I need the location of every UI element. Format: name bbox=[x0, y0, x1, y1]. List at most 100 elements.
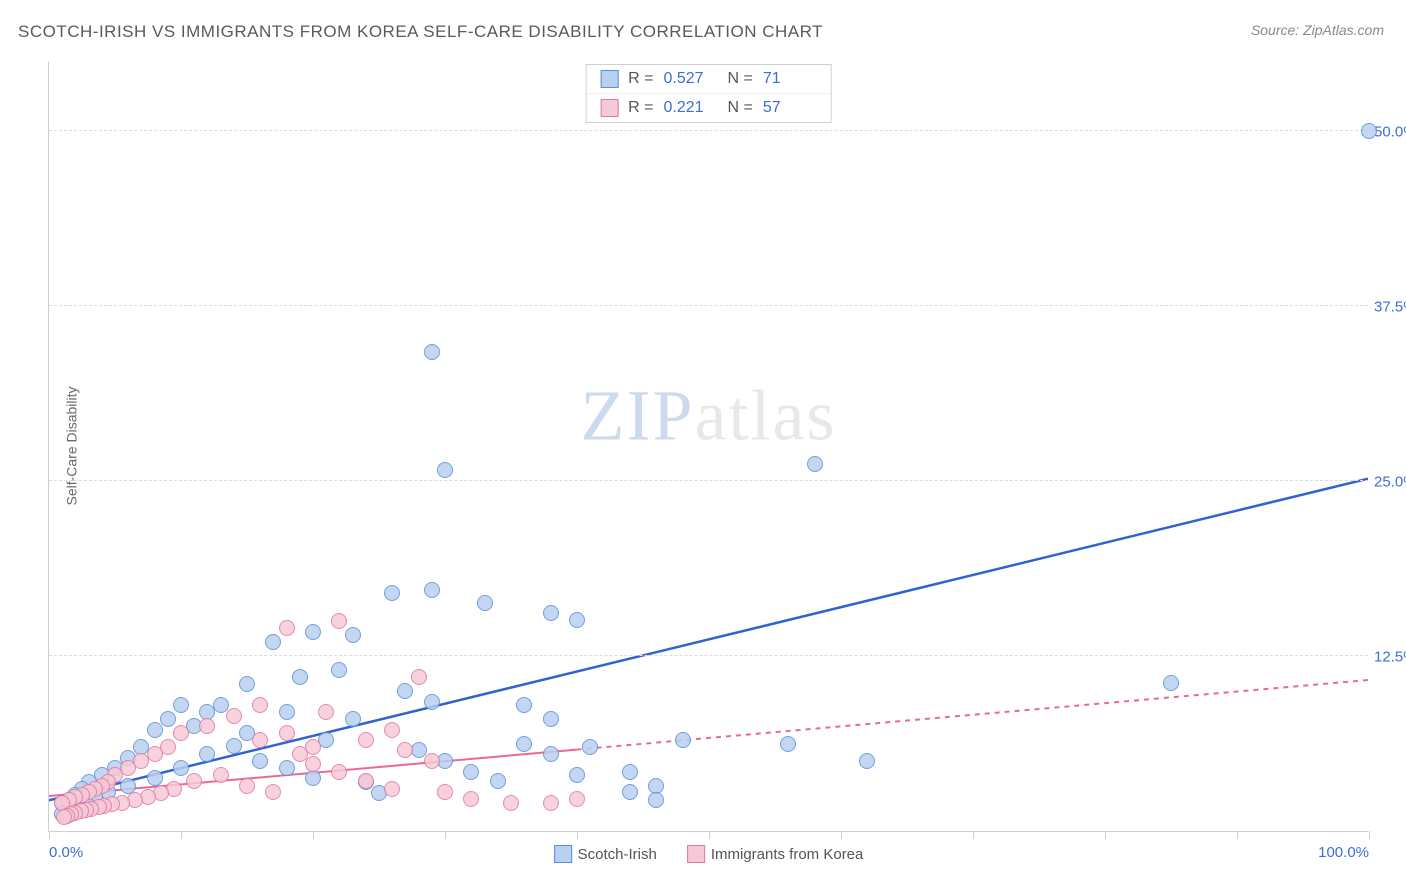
scatter-point-korea bbox=[59, 808, 75, 824]
scatter-point-scotch_irish bbox=[424, 694, 440, 710]
scatter-point-scotch_irish bbox=[305, 770, 321, 786]
scatter-point-korea bbox=[96, 798, 112, 814]
scatter-point-scotch_irish bbox=[358, 774, 374, 790]
scatter-point-scotch_irish bbox=[648, 792, 664, 808]
scatter-point-korea bbox=[114, 795, 130, 811]
scatter-point-scotch_irish bbox=[437, 462, 453, 478]
legend-r-label: R = bbox=[628, 99, 653, 117]
scatter-point-scotch_irish bbox=[780, 736, 796, 752]
x-tick bbox=[445, 831, 446, 839]
x-tick-label: 0.0% bbox=[49, 844, 83, 861]
scatter-point-korea bbox=[81, 784, 97, 800]
x-tick bbox=[577, 831, 578, 839]
legend-n-label: N = bbox=[728, 70, 753, 88]
scatter-point-scotch_irish bbox=[331, 662, 347, 678]
scatter-point-scotch_irish bbox=[199, 704, 215, 720]
scatter-point-korea bbox=[120, 760, 136, 776]
scatter-point-scotch_irish bbox=[437, 753, 453, 769]
trendline-korea bbox=[49, 750, 577, 796]
scatter-point-scotch_irish bbox=[648, 778, 664, 794]
scatter-point-korea bbox=[358, 732, 374, 748]
legend-r-value: 0.527 bbox=[664, 70, 718, 88]
scatter-point-scotch_irish bbox=[147, 722, 163, 738]
scatter-point-scotch_irish bbox=[622, 784, 638, 800]
scatter-point-scotch_irish bbox=[78, 795, 94, 811]
scatter-point-scotch_irish bbox=[67, 787, 83, 803]
scatter-point-korea bbox=[384, 722, 400, 738]
scatter-point-korea bbox=[318, 704, 334, 720]
legend-row-scotch_irish: R =0.527N =71 bbox=[586, 65, 831, 93]
scatter-point-korea bbox=[292, 746, 308, 762]
scatter-point-korea bbox=[331, 764, 347, 780]
scatter-point-korea bbox=[331, 613, 347, 629]
scatter-point-scotch_irish bbox=[345, 711, 361, 727]
scatter-point-scotch_irish bbox=[65, 801, 81, 817]
scatter-point-korea bbox=[104, 796, 120, 812]
legend-label: Immigrants from Korea bbox=[711, 846, 864, 863]
x-tick bbox=[49, 831, 50, 839]
scatter-point-korea bbox=[147, 746, 163, 762]
legend-n-value: 57 bbox=[763, 99, 817, 117]
correlation-legend: R =0.527N =71R =0.221N =57 bbox=[585, 64, 832, 123]
series-legend: Scotch-Irish Immigrants from Korea bbox=[554, 845, 864, 863]
scatter-point-korea bbox=[463, 791, 479, 807]
scatter-point-korea bbox=[265, 784, 281, 800]
scatter-point-scotch_irish bbox=[74, 781, 90, 797]
scatter-point-korea bbox=[305, 739, 321, 755]
scatter-point-scotch_irish bbox=[54, 806, 70, 822]
watermark: ZIPatlas bbox=[581, 374, 837, 457]
scatter-point-scotch_irish bbox=[279, 704, 295, 720]
scatter-point-korea bbox=[305, 756, 321, 772]
scatter-point-scotch_irish bbox=[100, 784, 116, 800]
scatter-point-scotch_irish bbox=[213, 697, 229, 713]
scatter-point-scotch_irish bbox=[622, 764, 638, 780]
x-tick bbox=[841, 831, 842, 839]
trendlines-layer bbox=[49, 62, 1368, 831]
scatter-point-korea bbox=[153, 785, 169, 801]
legend-swatch bbox=[600, 70, 618, 88]
trendline-extrapolated-korea bbox=[577, 680, 1368, 750]
scatter-point-scotch_irish bbox=[675, 732, 691, 748]
legend-swatch bbox=[554, 845, 572, 863]
x-tick bbox=[181, 831, 182, 839]
scatter-point-scotch_irish bbox=[582, 739, 598, 755]
scatter-point-korea bbox=[140, 789, 156, 805]
x-tick bbox=[1237, 831, 1238, 839]
scatter-point-scotch_irish bbox=[173, 697, 189, 713]
scatter-point-scotch_irish bbox=[490, 773, 506, 789]
scatter-point-korea bbox=[199, 718, 215, 734]
x-tick bbox=[313, 831, 314, 839]
scatter-point-scotch_irish bbox=[397, 683, 413, 699]
scatter-point-scotch_irish bbox=[384, 585, 400, 601]
scatter-point-korea bbox=[252, 732, 268, 748]
scatter-point-korea bbox=[73, 803, 89, 819]
scatter-point-korea bbox=[239, 778, 255, 794]
legend-n-label: N = bbox=[728, 99, 753, 117]
scatter-point-scotch_irish bbox=[569, 767, 585, 783]
x-tick bbox=[1105, 831, 1106, 839]
scatter-point-scotch_irish bbox=[94, 767, 110, 783]
gridline bbox=[49, 480, 1368, 481]
scatter-point-korea bbox=[437, 784, 453, 800]
scatter-point-scotch_irish bbox=[516, 736, 532, 752]
legend-item: Immigrants from Korea bbox=[687, 845, 864, 863]
watermark-rest: atlas bbox=[695, 375, 837, 455]
scatter-point-scotch_irish bbox=[543, 746, 559, 762]
scatter-point-korea bbox=[569, 791, 585, 807]
scatter-point-scotch_irish bbox=[87, 789, 103, 805]
scatter-point-korea bbox=[503, 795, 519, 811]
scatter-point-korea bbox=[213, 767, 229, 783]
scatter-point-korea bbox=[61, 792, 77, 808]
scatter-point-korea bbox=[226, 708, 242, 724]
legend-label: Scotch-Irish bbox=[578, 846, 657, 863]
scatter-point-scotch_irish bbox=[133, 739, 149, 755]
scatter-point-korea bbox=[173, 725, 189, 741]
gridline bbox=[49, 130, 1368, 131]
scatter-point-scotch_irish bbox=[61, 792, 77, 808]
scatter-point-korea bbox=[186, 773, 202, 789]
scatter-point-korea bbox=[78, 802, 94, 818]
scatter-point-scotch_irish bbox=[54, 795, 70, 811]
scatter-point-korea bbox=[411, 669, 427, 685]
scatter-point-scotch_irish bbox=[292, 669, 308, 685]
scatter-point-scotch_irish bbox=[265, 634, 281, 650]
